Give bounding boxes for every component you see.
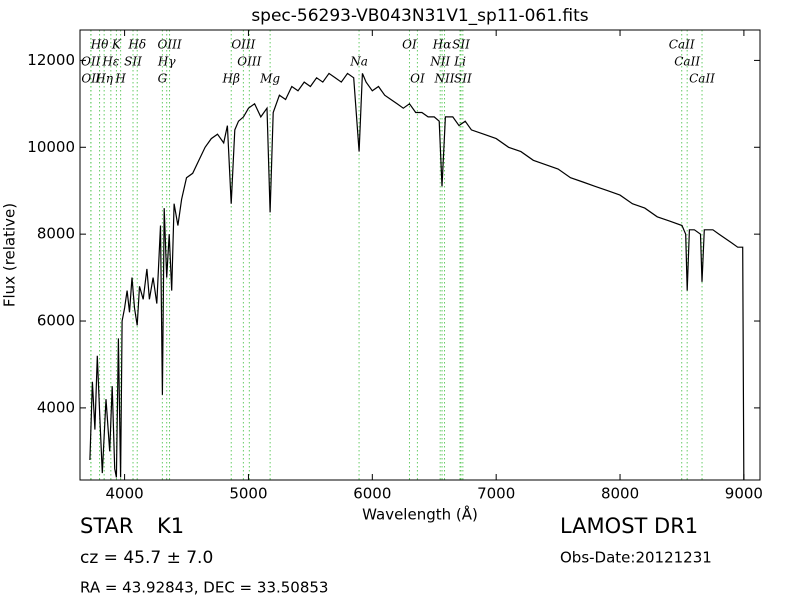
spectral-line-label: SII [452, 38, 470, 52]
y-tick-label: 4000 [37, 398, 75, 416]
plot-frame [79, 29, 761, 481]
x-tick-label: 5000 [229, 485, 267, 503]
x-tick-label: 8000 [601, 485, 639, 503]
survey: LAMOST DR1 [560, 514, 698, 538]
y-axis-label: Flux (relative) [1, 203, 19, 307]
spectral-line-label: CaII [669, 38, 695, 52]
spectral-line-label: NII [434, 72, 455, 86]
spectral-line-label: NII [429, 55, 450, 69]
coordinates: RA = 43.92843, DEC = 33.50853 [80, 579, 328, 597]
chart-title: spec-56293-VB043N31V1_sp11-061.fits [251, 6, 588, 26]
plot-area [89, 30, 745, 480]
spectral-line-label: CaII [674, 55, 700, 69]
spectral-line-label: CaII [689, 72, 715, 86]
spectrum-line [89, 72, 745, 480]
spectral-line-label: OIII [237, 55, 261, 69]
spectral-line-label: OI [410, 72, 425, 86]
spectral-line-label: Mg [259, 72, 280, 86]
spectral-line-label: Na [349, 55, 368, 69]
spectral-line-label: OII [81, 72, 101, 86]
spectral-line-label: OI [402, 38, 417, 52]
y-tick-label: 8000 [37, 225, 75, 243]
spectral-line-label: OII [81, 55, 101, 69]
spectral-line-label: Hη [94, 72, 113, 86]
spectral-line-label: G [158, 72, 168, 86]
redshift: cz = 45.7 ± 7.0 [80, 548, 213, 568]
x-axis-label: Wavelength (Å) [362, 505, 478, 524]
object-class: STAR [80, 514, 133, 538]
spectral-line-label: SII [454, 72, 472, 86]
spectral-line-label: Hα [432, 38, 452, 52]
x-tick-label: 7000 [477, 485, 515, 503]
x-tick-label: 9000 [725, 485, 763, 503]
spectral-line-label: Hθ [90, 38, 109, 52]
x-tick-label: 6000 [353, 485, 391, 503]
y-tick-label: 10000 [27, 138, 75, 156]
spectral-line-label: OIII [231, 38, 255, 52]
spectral-line-label: SII [124, 55, 142, 69]
y-tick-label: 12000 [27, 51, 75, 69]
spectral-line-label: Hβ [222, 72, 240, 86]
spectral-line-label: Li [453, 55, 466, 69]
spectral-line-label: OIII [158, 38, 182, 52]
y-tick-label: 6000 [37, 312, 75, 330]
spectral-line-label: Hγ [157, 55, 176, 69]
spectral-line-label: Hδ [127, 38, 146, 52]
x-tick-label: 4000 [105, 485, 143, 503]
obs-date: Obs-Date:20121231 [560, 549, 712, 567]
spectral-line-label: H [114, 72, 126, 86]
spectral-line-label: Hε [101, 55, 119, 69]
spectral-line-label: K [111, 38, 122, 52]
subclass: K1 [157, 514, 184, 538]
